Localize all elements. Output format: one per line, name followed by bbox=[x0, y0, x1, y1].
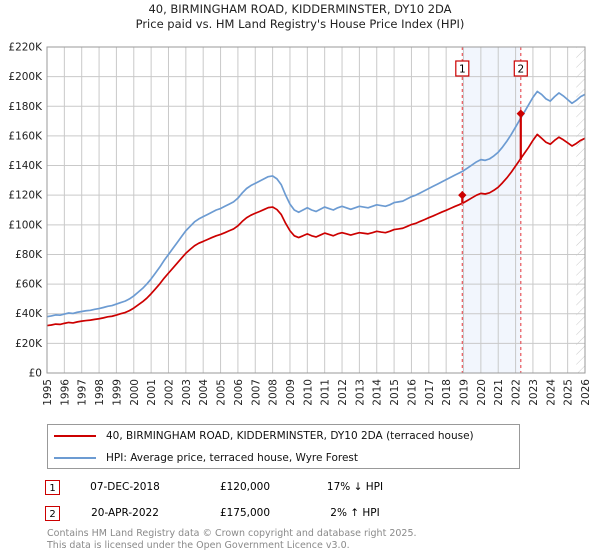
svg-text:£140K: £140K bbox=[8, 160, 43, 172]
title-line-1: 40, BIRMINGHAM ROAD, KIDDERMINSTER, DY10… bbox=[148, 2, 452, 16]
svg-text:2009: 2009 bbox=[285, 379, 297, 406]
svg-text:2000: 2000 bbox=[129, 379, 141, 406]
svg-text:2017: 2017 bbox=[424, 379, 436, 406]
svg-text:1998: 1998 bbox=[94, 379, 106, 406]
svg-text:£20K: £20K bbox=[15, 338, 43, 350]
svg-text:2008: 2008 bbox=[268, 379, 280, 406]
legend-swatch-property bbox=[54, 435, 96, 437]
svg-text:2007: 2007 bbox=[250, 379, 262, 406]
svg-text:£80K: £80K bbox=[15, 249, 43, 261]
transaction-date-2: 20-APR-2022 bbox=[91, 507, 159, 519]
svg-text:£160K: £160K bbox=[8, 130, 43, 142]
svg-text:2023: 2023 bbox=[528, 379, 540, 406]
footer-attribution: Contains HM Land Registry data © Crown c… bbox=[47, 528, 567, 551]
grid-lines bbox=[46, 46, 586, 374]
svg-text:2003: 2003 bbox=[181, 379, 193, 406]
svg-text:2010: 2010 bbox=[302, 379, 314, 406]
svg-text:2012: 2012 bbox=[337, 379, 349, 406]
svg-text:2: 2 bbox=[517, 64, 524, 76]
svg-text:2021: 2021 bbox=[493, 379, 505, 406]
svg-text:£40K: £40K bbox=[15, 308, 43, 320]
svg-text:£200K: £200K bbox=[8, 71, 43, 83]
transaction-price-2: £175,000 bbox=[219, 507, 271, 519]
svg-text:2011: 2011 bbox=[320, 379, 332, 406]
svg-text:2013: 2013 bbox=[354, 379, 366, 406]
legend-label-hpi: HPI: Average price, terraced house, Wyre… bbox=[106, 452, 359, 464]
svg-text:2020: 2020 bbox=[476, 379, 488, 406]
table-row: 1 07-DEC-2018 £120,000 17% ↓ HPI bbox=[45, 474, 545, 500]
chart-plot-area: £0 £20K £40K £60K £80K £100K £120K £140K £160K £1… bbox=[8, 42, 592, 406]
svg-text:2001: 2001 bbox=[146, 379, 158, 406]
svg-text:1997: 1997 bbox=[77, 379, 89, 406]
transaction-date-1: 07-DEC-2018 bbox=[90, 481, 160, 493]
legend-swatch-hpi bbox=[54, 457, 96, 459]
title-line-2: Price paid vs. HM Land Registry's House … bbox=[135, 17, 465, 31]
svg-text:2018: 2018 bbox=[441, 379, 453, 406]
svg-text:£220K: £220K bbox=[8, 42, 43, 54]
svg-text:2016: 2016 bbox=[406, 379, 418, 406]
svg-text:1999: 1999 bbox=[111, 379, 123, 406]
svg-text:£0: £0 bbox=[29, 368, 42, 380]
svg-text:2024: 2024 bbox=[545, 379, 557, 406]
svg-text:2019: 2019 bbox=[459, 379, 471, 406]
transaction-price-1: £120,000 bbox=[219, 481, 271, 493]
table-row: 2 20-APR-2022 £175,000 2% ↑ HPI bbox=[45, 500, 545, 526]
marker-vertical-lines bbox=[461, 47, 522, 373]
transaction-point-markers bbox=[458, 109, 525, 200]
transaction-marker-2: 2 bbox=[45, 505, 60, 521]
svg-text:1: 1 bbox=[459, 64, 466, 76]
svg-text:1996: 1996 bbox=[59, 379, 71, 406]
transaction-marker-1: 1 bbox=[45, 479, 60, 495]
y-axis-labels: £0 £20K £40K £60K £80K £100K £120K £140K £160K £1… bbox=[8, 42, 43, 380]
svg-text:1995: 1995 bbox=[42, 379, 54, 406]
transactions-table: 1 07-DEC-2018 £120,000 17% ↓ HPI 2 20-AP… bbox=[45, 474, 545, 526]
page-title: 40, BIRMINGHAM ROAD, KIDDERMINSTER, DY10… bbox=[0, 2, 600, 32]
svg-text:2025: 2025 bbox=[563, 379, 575, 406]
transaction-hpi-delta-1: 17% ↓ HPI bbox=[326, 481, 384, 493]
legend-label-property: 40, BIRMINGHAM ROAD, KIDDERMINSTER, DY10… bbox=[106, 430, 474, 442]
svg-text:2002: 2002 bbox=[163, 379, 175, 406]
svg-text:£60K: £60K bbox=[15, 279, 43, 291]
svg-text:2026: 2026 bbox=[580, 379, 592, 406]
footer-line-1: Contains HM Land Registry data © Crown c… bbox=[47, 528, 417, 539]
highlight-band bbox=[462, 47, 521, 373]
future-hatch-region bbox=[576, 47, 585, 373]
svg-text:2006: 2006 bbox=[233, 379, 245, 406]
svg-text:£100K: £100K bbox=[8, 219, 43, 231]
legend-item-property: 40, BIRMINGHAM ROAD, KIDDERMINSTER, DY10… bbox=[48, 425, 519, 447]
svg-text:2014: 2014 bbox=[372, 379, 384, 406]
svg-text:2015: 2015 bbox=[389, 379, 401, 406]
svg-text:£120K: £120K bbox=[8, 190, 43, 202]
chart-legend: 40, BIRMINGHAM ROAD, KIDDERMINSTER, DY10… bbox=[47, 424, 520, 469]
svg-text:2005: 2005 bbox=[216, 379, 228, 406]
svg-text:£180K: £180K bbox=[8, 101, 43, 113]
transaction-hpi-delta-2: 2% ↑ HPI bbox=[330, 507, 380, 519]
footer-line-2: This data is licensed under the Open Gov… bbox=[47, 539, 350, 551]
svg-text:2022: 2022 bbox=[511, 379, 523, 406]
x-axis-labels: 1995 1996 1997 1998 1999 2000 2001 2002 2003 2004… bbox=[42, 379, 592, 406]
svg-text:2004: 2004 bbox=[198, 379, 210, 406]
legend-item-hpi: HPI: Average price, terraced house, Wyre… bbox=[48, 447, 519, 469]
